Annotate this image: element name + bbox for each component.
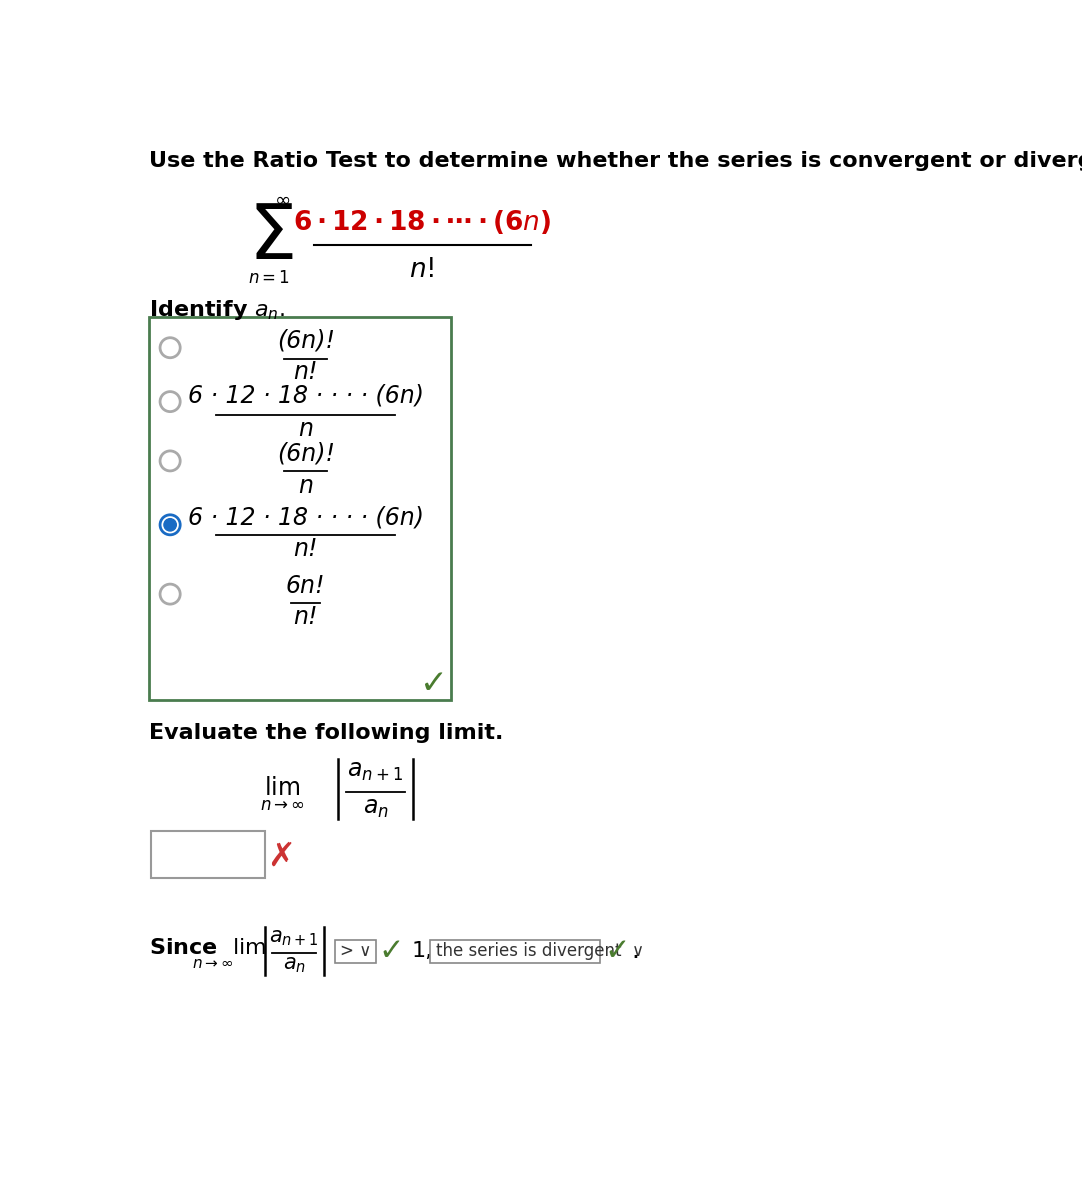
Text: $n \to \infty$: $n \to \infty$ <box>193 957 234 971</box>
Text: $n = 1$: $n = 1$ <box>248 269 290 286</box>
Text: Identify $\mathit{a}_{\mathit{n}}.$: Identify $\mathit{a}_{\mathit{n}}.$ <box>149 298 286 322</box>
Text: $a_{n+1}$: $a_{n+1}$ <box>347 759 404 783</box>
Text: Use the Ratio Test to determine whether the series is convergent or divergent.: Use the Ratio Test to determine whether … <box>149 151 1082 171</box>
Text: 6 · 12 · 18 · · · · (6n): 6 · 12 · 18 · · · · (6n) <box>188 505 424 529</box>
FancyBboxPatch shape <box>150 830 265 879</box>
Text: ✓: ✓ <box>421 667 448 700</box>
Text: $\mathbf{6 \cdot 12 \cdot 18 \cdot \cdots \cdot (6\mathit{n})}$: $\mathbf{6 \cdot 12 \cdot 18 \cdot \cdot… <box>293 209 551 237</box>
Text: $\mathrm{lim}$: $\mathrm{lim}$ <box>264 776 301 800</box>
Text: $n \to \infty$: $n \to \infty$ <box>260 796 305 814</box>
Text: .: . <box>631 939 639 964</box>
Text: Evaluate the following limit.: Evaluate the following limit. <box>149 723 503 743</box>
Text: $\mathit{n}!$: $\mathit{n}!$ <box>409 257 435 283</box>
Text: ✓: ✓ <box>605 937 630 966</box>
Text: Since  $\mathrm{lim}$: Since $\mathrm{lim}$ <box>149 938 266 958</box>
Text: $a_{n+1}$: $a_{n+1}$ <box>269 927 319 947</box>
Text: ✗: ✗ <box>267 840 295 873</box>
Text: 1,: 1, <box>411 941 433 961</box>
Text: $\Sigma$: $\Sigma$ <box>248 200 293 274</box>
FancyBboxPatch shape <box>335 940 375 962</box>
Text: (6n)!: (6n)! <box>277 327 334 352</box>
Circle shape <box>160 584 181 604</box>
Text: 6 · 12 · 18 · · · · (6n): 6 · 12 · 18 · · · · (6n) <box>188 384 424 408</box>
Text: ✓: ✓ <box>379 937 404 966</box>
FancyBboxPatch shape <box>430 940 601 962</box>
Text: $\infty$: $\infty$ <box>275 190 291 209</box>
Text: (6n)!: (6n)! <box>277 442 334 465</box>
Circle shape <box>160 391 181 411</box>
Text: n: n <box>299 417 314 441</box>
Text: the series is divergent  ∨: the series is divergent ∨ <box>436 942 644 960</box>
Circle shape <box>160 451 181 471</box>
Text: > ∨: > ∨ <box>340 942 371 960</box>
Circle shape <box>160 515 181 535</box>
Text: n!: n! <box>293 360 318 384</box>
Text: $a_n$: $a_n$ <box>282 955 305 975</box>
Text: n: n <box>299 474 314 497</box>
Circle shape <box>160 338 181 358</box>
Text: 6n!: 6n! <box>286 575 326 598</box>
FancyBboxPatch shape <box>149 317 451 701</box>
Text: $a_n$: $a_n$ <box>362 796 388 820</box>
Circle shape <box>164 518 176 531</box>
Text: n!: n! <box>293 537 318 562</box>
Text: n!: n! <box>293 605 318 629</box>
